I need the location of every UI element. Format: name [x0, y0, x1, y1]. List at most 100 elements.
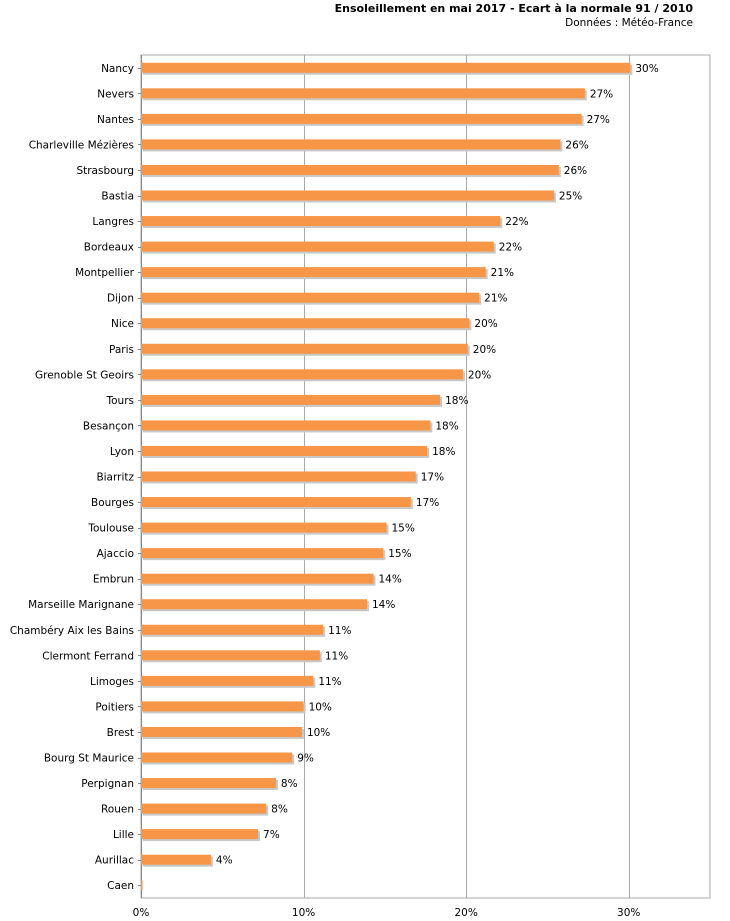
data-label: 17%: [421, 472, 444, 484]
x-tick-label: 20%: [454, 907, 477, 919]
data-label: 18%: [435, 420, 458, 432]
bar: [141, 803, 267, 814]
category-label: Tours: [106, 395, 135, 407]
data-label: 11%: [325, 650, 348, 662]
x-tick-label: 10%: [292, 907, 315, 919]
bar: [141, 624, 324, 635]
category-label: Dijon: [107, 293, 134, 305]
category-label: Biarritz: [96, 472, 134, 484]
category-label: Lyon: [110, 446, 134, 458]
category-label: Aurillac: [95, 855, 134, 867]
category-label: Paris: [109, 344, 134, 356]
category-label: Rouen: [101, 804, 134, 816]
bar: [141, 343, 468, 354]
bar: [141, 88, 585, 99]
bar: [141, 854, 211, 865]
category-label: Bastia: [101, 191, 134, 203]
category-label: Bourg St Maurice: [44, 753, 134, 765]
data-label: 11%: [318, 676, 341, 688]
data-label: 27%: [587, 114, 610, 126]
category-label: Strasbourg: [76, 165, 134, 177]
category-label: Bourges: [91, 497, 134, 509]
category-label: Chambéry Aix les Bains: [10, 625, 134, 637]
bar: [141, 752, 293, 763]
data-label: 10%: [309, 701, 332, 713]
category-label: Clermont Ferrand: [42, 650, 134, 662]
data-label: 26%: [565, 139, 588, 151]
data-label: 22%: [499, 242, 522, 254]
data-label: 20%: [468, 369, 491, 381]
category-label: Langres: [92, 216, 134, 228]
bar: [141, 471, 416, 482]
data-label: 18%: [445, 395, 468, 407]
bar: [141, 522, 387, 533]
data-label: 7%: [263, 829, 280, 841]
data-label: 26%: [564, 165, 587, 177]
category-label: Embrun: [93, 574, 134, 586]
category-label: Grenoble St Geoirs: [35, 369, 134, 381]
category-label: Nevers: [97, 88, 134, 100]
category-label: Montpellier: [75, 267, 135, 279]
category-label: Ajaccio: [97, 548, 134, 560]
chart-title: Ensoleillement en mai 2017 - Ecart à la …: [334, 2, 693, 15]
bar: [141, 701, 304, 712]
bar: [141, 778, 276, 789]
chart-title-block: Ensoleillement en mai 2017 - Ecart à la …: [335, 2, 693, 30]
bar: [141, 267, 486, 278]
category-label: Charleville Mézières: [29, 139, 134, 151]
data-label: 4%: [216, 855, 233, 867]
bar: [141, 650, 320, 661]
bar: [141, 420, 431, 431]
data-label: 11%: [328, 625, 351, 637]
bar: [141, 548, 384, 559]
bar: [141, 573, 374, 584]
data-label: 21%: [484, 293, 507, 305]
data-label: 20%: [474, 318, 497, 330]
category-label: Nice: [111, 318, 134, 330]
bar: [141, 164, 559, 175]
category-label: Brest: [107, 727, 134, 739]
data-label: 14%: [372, 599, 395, 611]
bar: [141, 880, 143, 891]
category-label: Poitiers: [95, 701, 134, 713]
data-label: 18%: [432, 446, 455, 458]
bar: [141, 62, 631, 73]
category-label: Besançon: [83, 420, 134, 432]
bar: [141, 190, 554, 201]
bar: [141, 241, 494, 252]
x-tick-label: 0%: [133, 907, 150, 919]
category-label: Lille: [113, 829, 134, 841]
data-label: 25%: [559, 191, 582, 203]
data-label: 21%: [491, 267, 514, 279]
bar: [141, 394, 441, 405]
data-label: 15%: [391, 523, 414, 535]
bar: [141, 139, 561, 150]
category-label: Bordeaux: [84, 242, 134, 254]
data-label: 10%: [307, 727, 330, 739]
chart-subtitle: Données : Météo-France: [565, 17, 693, 29]
category-label: Perpignan: [81, 778, 134, 790]
bar: [141, 113, 582, 124]
bar: [141, 497, 411, 508]
category-label: Marseille Marignane: [28, 599, 134, 611]
data-label: 15%: [388, 548, 411, 560]
data-label: 8%: [281, 778, 298, 790]
category-label: Caen: [107, 880, 134, 892]
category-label: Nantes: [97, 114, 134, 126]
data-label: 17%: [416, 497, 439, 509]
category-label: Limoges: [90, 676, 134, 688]
bar: [141, 726, 302, 737]
data-label: 8%: [271, 804, 288, 816]
x-tick-label: 30%: [617, 907, 640, 919]
data-label: 27%: [590, 88, 613, 100]
data-label: 22%: [505, 216, 528, 228]
bar: [141, 675, 314, 686]
bar: [141, 216, 501, 227]
category-label: Nancy: [101, 63, 134, 75]
bar: [141, 829, 259, 840]
data-label: 9%: [297, 753, 314, 765]
bar: [141, 318, 470, 329]
bar: [141, 599, 367, 610]
bar: [141, 369, 463, 380]
